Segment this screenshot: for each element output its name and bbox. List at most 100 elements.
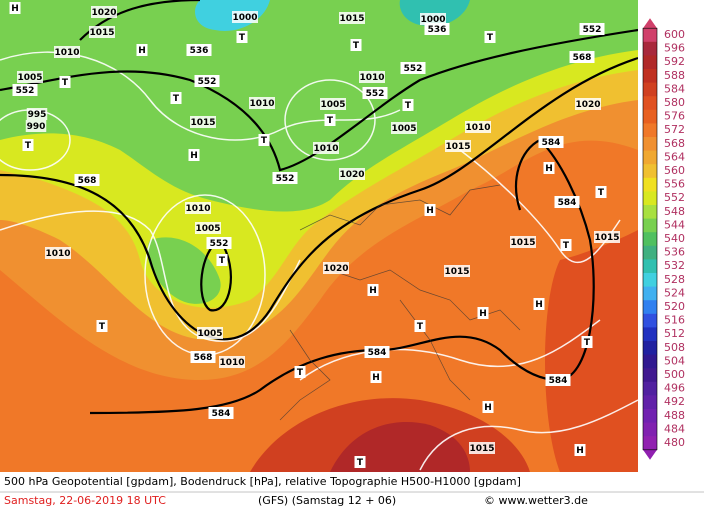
colorbar-label: 548 [664, 205, 685, 218]
label-box [190, 351, 216, 363]
isobar-label: 1010 [465, 123, 490, 133]
label-box [444, 265, 470, 277]
colorbar-cell [643, 313, 657, 328]
isobar-label: 1015 [594, 233, 619, 243]
label-box [249, 97, 275, 109]
label-box [400, 62, 426, 74]
map-symbol-label: 552 [210, 239, 229, 249]
map-symbol-label: 584 [549, 376, 568, 386]
colorbar-cell [643, 137, 657, 152]
map-symbol-label: T [25, 141, 32, 151]
colorbar-label: 500 [664, 368, 685, 381]
isobar-label: 1015 [190, 118, 215, 128]
label-box [236, 31, 248, 43]
label-box [538, 136, 564, 148]
colorbar: 6005965925885845805765725685645605565525… [642, 18, 685, 460]
map-symbol-label: 552 [366, 89, 385, 99]
label-box [208, 407, 234, 419]
colorbar-label: 488 [664, 409, 685, 422]
colorbar-cell [643, 82, 657, 97]
label-box [354, 456, 366, 468]
colorbar-label: 544 [664, 218, 685, 231]
isobar-label: 1015 [89, 28, 114, 38]
colorbar-label: 496 [664, 382, 685, 395]
label-box [543, 162, 555, 174]
caption-background [0, 473, 704, 513]
map-symbol-label: H [369, 286, 377, 296]
label-box [402, 99, 414, 111]
colorbar-cell [643, 368, 657, 383]
label-box [185, 202, 211, 214]
label-box [560, 239, 572, 251]
map-symbol-label: H [535, 300, 543, 310]
label-box [26, 108, 48, 120]
label-box [469, 442, 495, 454]
label-box [367, 284, 379, 296]
colorbar-label: 524 [664, 286, 685, 299]
map-symbol-label: T [417, 322, 424, 332]
colorbar-cell [643, 177, 657, 192]
colorbar-cell [643, 354, 657, 369]
colorbar-cell [643, 409, 657, 424]
label-box [414, 320, 426, 332]
colorbar-label: 528 [664, 273, 685, 286]
map-symbol-label: T [297, 368, 304, 378]
label-box [575, 98, 601, 110]
caption-title: 500 hPa Geopotential [gpdam], Bodendruck… [4, 475, 521, 488]
label-box [445, 140, 471, 152]
colorbar-cell [643, 96, 657, 111]
caption-credit: © www.wetter3.de [484, 494, 588, 507]
label-box [170, 92, 182, 104]
label-box [12, 84, 38, 96]
map-symbol-label: H [11, 4, 19, 14]
colorbar-cell [643, 150, 657, 165]
label-box [188, 149, 200, 161]
colorbar-cell [643, 300, 657, 315]
colorbar-label: 516 [664, 314, 685, 327]
label-box [45, 247, 71, 259]
label-box [569, 51, 595, 63]
colorbar-cell [643, 55, 657, 70]
isobar-label: 1020 [339, 170, 364, 180]
map-symbol-label: 584 [558, 198, 577, 208]
colorbar-arrow-bottom [643, 449, 657, 460]
label-box [197, 327, 223, 339]
colorbar-cell [643, 422, 657, 437]
label-box [370, 371, 382, 383]
colorbar-cell [643, 381, 657, 396]
isobar-label: 1010 [219, 358, 244, 368]
colorbar-cell [643, 245, 657, 260]
label-box [219, 356, 245, 368]
isobar-label: 1000 [232, 13, 257, 23]
isobar-label: 1005 [197, 329, 222, 339]
label-box [581, 336, 593, 348]
isobar-label: 1015 [339, 14, 364, 24]
isobar-label: 1005 [195, 224, 220, 234]
map-symbol-label: T [62, 78, 69, 88]
label-box [545, 374, 571, 386]
isobar-label: 1005 [17, 73, 42, 83]
isobar-label: 1015 [510, 238, 535, 248]
map-symbol-label: 584 [542, 138, 561, 148]
label-box [190, 116, 216, 128]
label-box [391, 122, 417, 134]
map-symbol-label: H [484, 403, 492, 413]
colorbar-label: 536 [664, 246, 685, 259]
colorbar-label: 480 [664, 436, 685, 449]
isobar-label: 1010 [249, 99, 274, 109]
colorbar-label: 596 [664, 42, 685, 55]
colorbar-cell [643, 123, 657, 138]
colorbar-label: 520 [664, 300, 685, 313]
colorbar-label: 600 [664, 28, 685, 41]
label-box [186, 44, 212, 56]
map-symbol-label: T [405, 101, 412, 111]
colorbar-cell [643, 191, 657, 206]
colorbar-cell [643, 259, 657, 274]
isobar-label: 1020 [575, 100, 600, 110]
colorbar-label: 512 [664, 327, 685, 340]
map-symbol-label: H [372, 373, 380, 383]
label-box [313, 142, 339, 154]
label-box [54, 46, 80, 58]
label-box [579, 23, 605, 35]
